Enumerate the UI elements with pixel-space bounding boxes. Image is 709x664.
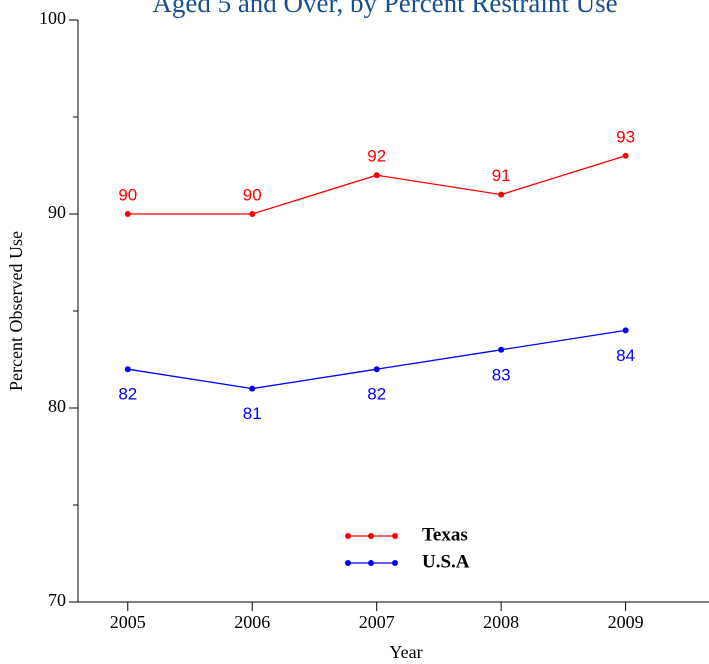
chart-title: Aged 5 and Over, by Percent Restraint Us… — [152, 0, 617, 18]
y-axis-label: Percent Observed Use — [6, 231, 26, 391]
legend-label: Texas — [422, 524, 468, 545]
data-label: 82 — [367, 385, 386, 404]
data-point — [373, 366, 380, 373]
legend-marker — [392, 533, 398, 539]
data-point — [124, 211, 131, 217]
y-tick-label: 90 — [48, 202, 66, 222]
data-point — [249, 211, 256, 217]
data-point — [373, 172, 380, 179]
data-label: 82 — [118, 385, 137, 404]
y-tick-label: 70 — [48, 590, 66, 610]
legend-marker — [368, 533, 374, 539]
data-point — [622, 152, 629, 159]
data-point — [498, 191, 505, 198]
x-tick-label: 2009 — [608, 612, 644, 632]
y-tick-label: 100 — [39, 8, 66, 28]
x-tick-label: 2005 — [110, 612, 146, 632]
x-tick-label: 2007 — [359, 612, 395, 632]
data-label: 91 — [492, 166, 511, 185]
data-label: 90 — [243, 185, 262, 204]
legend-marker — [392, 560, 398, 566]
data-point — [124, 366, 131, 373]
data-point — [249, 385, 256, 392]
x-tick-label: 2008 — [483, 612, 519, 632]
series-line — [127, 329, 626, 390]
y-tick-label: 80 — [48, 396, 66, 416]
data-label: 90 — [118, 185, 137, 204]
x-tick-label: 2006 — [234, 612, 270, 632]
data-label: 84 — [616, 346, 635, 365]
data-label: 83 — [492, 365, 511, 384]
data-point — [622, 327, 629, 334]
legend-marker — [345, 560, 351, 566]
data-point — [498, 346, 505, 353]
legend-marker — [345, 533, 351, 539]
data-label: 93 — [616, 127, 635, 146]
legend-label: U.S.A — [422, 551, 470, 572]
data-label: 81 — [243, 404, 262, 423]
data-label: 92 — [367, 147, 386, 166]
legend-marker — [368, 560, 374, 566]
x-axis-label: Year — [389, 642, 422, 662]
